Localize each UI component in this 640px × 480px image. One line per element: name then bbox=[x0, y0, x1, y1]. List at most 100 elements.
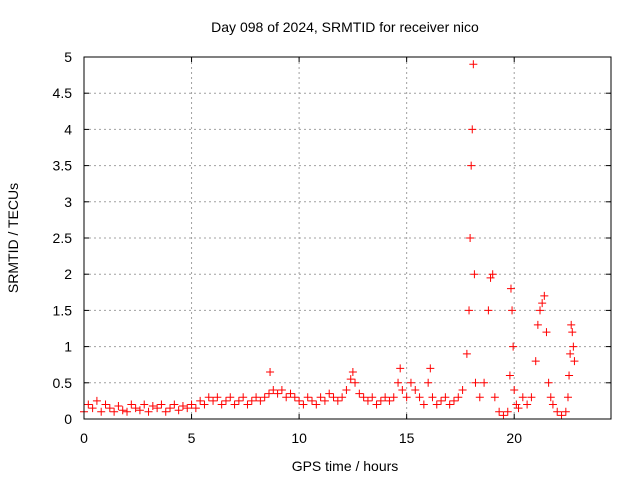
chart-title: Day 098 of 2024, SRMTID for receiver nic… bbox=[211, 19, 479, 35]
data-point bbox=[389, 393, 398, 402]
data-point bbox=[178, 401, 187, 410]
data-point bbox=[495, 407, 504, 416]
data-point bbox=[567, 320, 576, 329]
data-point bbox=[462, 349, 471, 358]
data-point bbox=[200, 400, 209, 409]
data-point bbox=[419, 400, 428, 409]
data-point bbox=[303, 393, 312, 402]
data-point bbox=[252, 393, 261, 402]
data-point bbox=[355, 389, 364, 398]
data-point bbox=[226, 393, 235, 402]
data-point bbox=[131, 404, 140, 413]
data-point bbox=[469, 60, 478, 69]
data-point bbox=[484, 306, 493, 315]
data-point bbox=[548, 400, 557, 409]
data-point bbox=[183, 404, 192, 413]
data-point bbox=[512, 400, 521, 409]
data-point bbox=[140, 400, 149, 409]
data-point bbox=[346, 375, 355, 384]
data-point bbox=[531, 357, 540, 366]
data-point bbox=[426, 364, 435, 373]
y-tick-label: 5 bbox=[64, 49, 72, 65]
data-point bbox=[486, 273, 495, 282]
data-point bbox=[445, 400, 454, 409]
data-point bbox=[110, 407, 119, 416]
y-tick-label: 3 bbox=[64, 194, 72, 210]
data-point bbox=[277, 386, 286, 395]
data-point bbox=[247, 396, 256, 405]
data-point bbox=[424, 378, 433, 387]
x-axis-label: GPS time / hours bbox=[292, 458, 399, 474]
data-point bbox=[506, 284, 515, 293]
data-point bbox=[351, 378, 360, 387]
y-tick-label: 0.5 bbox=[53, 375, 73, 391]
y-tick-label: 3.5 bbox=[53, 158, 73, 174]
data-point bbox=[204, 393, 213, 402]
data-point bbox=[490, 393, 499, 402]
data-point bbox=[312, 400, 321, 409]
data-point bbox=[568, 328, 577, 337]
data-point bbox=[533, 320, 542, 329]
data-point bbox=[97, 407, 106, 416]
data-point bbox=[290, 393, 299, 402]
x-tick-label: 5 bbox=[188, 430, 196, 446]
data-point bbox=[282, 393, 291, 402]
data-point bbox=[518, 393, 527, 402]
data-point bbox=[299, 400, 308, 409]
plot-frame bbox=[83, 56, 612, 420]
data-point bbox=[523, 400, 532, 409]
data-point bbox=[118, 406, 127, 415]
data-point bbox=[527, 393, 536, 402]
data-point bbox=[557, 411, 566, 420]
data-point bbox=[428, 393, 437, 402]
data-point bbox=[569, 342, 578, 351]
data-point bbox=[540, 291, 549, 300]
data-point bbox=[563, 393, 572, 402]
x-tick-label: 10 bbox=[291, 430, 307, 446]
data-point bbox=[333, 396, 342, 405]
data-point bbox=[432, 400, 441, 409]
data-point bbox=[402, 393, 411, 402]
data-point bbox=[123, 407, 132, 416]
data-point bbox=[454, 393, 463, 402]
y-tick-label: 4 bbox=[64, 121, 72, 137]
data-point bbox=[376, 396, 385, 405]
data-point bbox=[148, 401, 157, 410]
x-tick-label: 15 bbox=[399, 430, 415, 446]
data-point bbox=[509, 342, 518, 351]
data-point bbox=[230, 400, 239, 409]
data-point bbox=[480, 378, 489, 387]
data-point bbox=[499, 411, 508, 420]
data-point bbox=[266, 367, 275, 376]
data-point bbox=[505, 371, 514, 380]
x-tick-label: 0 bbox=[80, 430, 88, 446]
data-point bbox=[295, 396, 304, 405]
data-point bbox=[510, 386, 519, 395]
data-point bbox=[348, 367, 357, 376]
data-point bbox=[546, 393, 555, 402]
data-point bbox=[411, 386, 420, 395]
data-point bbox=[316, 393, 325, 402]
y-tick-label: 2.5 bbox=[53, 230, 73, 246]
data-point bbox=[338, 393, 347, 402]
data-point bbox=[213, 393, 222, 402]
data-point bbox=[217, 400, 226, 409]
data-point bbox=[170, 400, 179, 409]
data-point bbox=[467, 161, 476, 170]
data-point bbox=[466, 234, 475, 242]
data-point bbox=[470, 270, 479, 279]
y-axis-label: SRMTID / TECUs bbox=[5, 183, 21, 293]
y-tick-label: 1 bbox=[64, 339, 72, 355]
data-point bbox=[320, 396, 329, 405]
data-point bbox=[153, 404, 162, 413]
data-point bbox=[286, 389, 295, 398]
data-point bbox=[536, 306, 545, 315]
data-point bbox=[101, 400, 110, 409]
data-point bbox=[542, 328, 551, 337]
data-point bbox=[468, 125, 477, 134]
y-tick-label: 1.5 bbox=[53, 302, 73, 318]
data-point bbox=[372, 400, 381, 409]
data-point bbox=[239, 393, 248, 402]
data-point bbox=[514, 404, 523, 413]
y-tick-label: 0 bbox=[64, 411, 72, 427]
